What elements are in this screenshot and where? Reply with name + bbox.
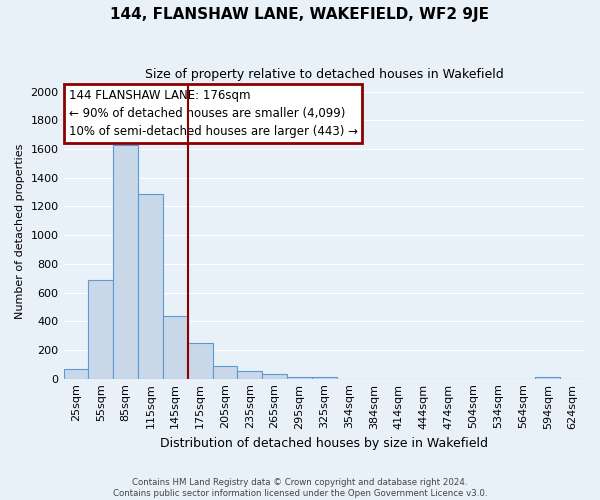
Text: Contains HM Land Registry data © Crown copyright and database right 2024.
Contai: Contains HM Land Registry data © Crown c…: [113, 478, 487, 498]
Bar: [238, 371, 262, 378]
Y-axis label: Number of detached properties: Number of detached properties: [15, 144, 25, 320]
Bar: [88, 280, 113, 378]
Bar: [312, 377, 337, 378]
Bar: [188, 343, 212, 378]
X-axis label: Distribution of detached houses by size in Wakefield: Distribution of detached houses by size …: [160, 437, 488, 450]
Text: 144, FLANSHAW LANE, WAKEFIELD, WF2 9JE: 144, FLANSHAW LANE, WAKEFIELD, WF2 9JE: [110, 8, 490, 22]
Text: 144 FLANSHAW LANE: 176sqm
← 90% of detached houses are smaller (4,099)
10% of se: 144 FLANSHAW LANE: 176sqm ← 90% of detac…: [69, 89, 358, 138]
Bar: [212, 366, 238, 378]
Title: Size of property relative to detached houses in Wakefield: Size of property relative to detached ho…: [145, 68, 503, 80]
Bar: [113, 144, 138, 378]
Bar: [64, 368, 88, 378]
Bar: [138, 194, 163, 378]
Bar: [163, 316, 188, 378]
Bar: [535, 377, 560, 378]
Bar: [287, 376, 312, 378]
Bar: [262, 374, 287, 378]
